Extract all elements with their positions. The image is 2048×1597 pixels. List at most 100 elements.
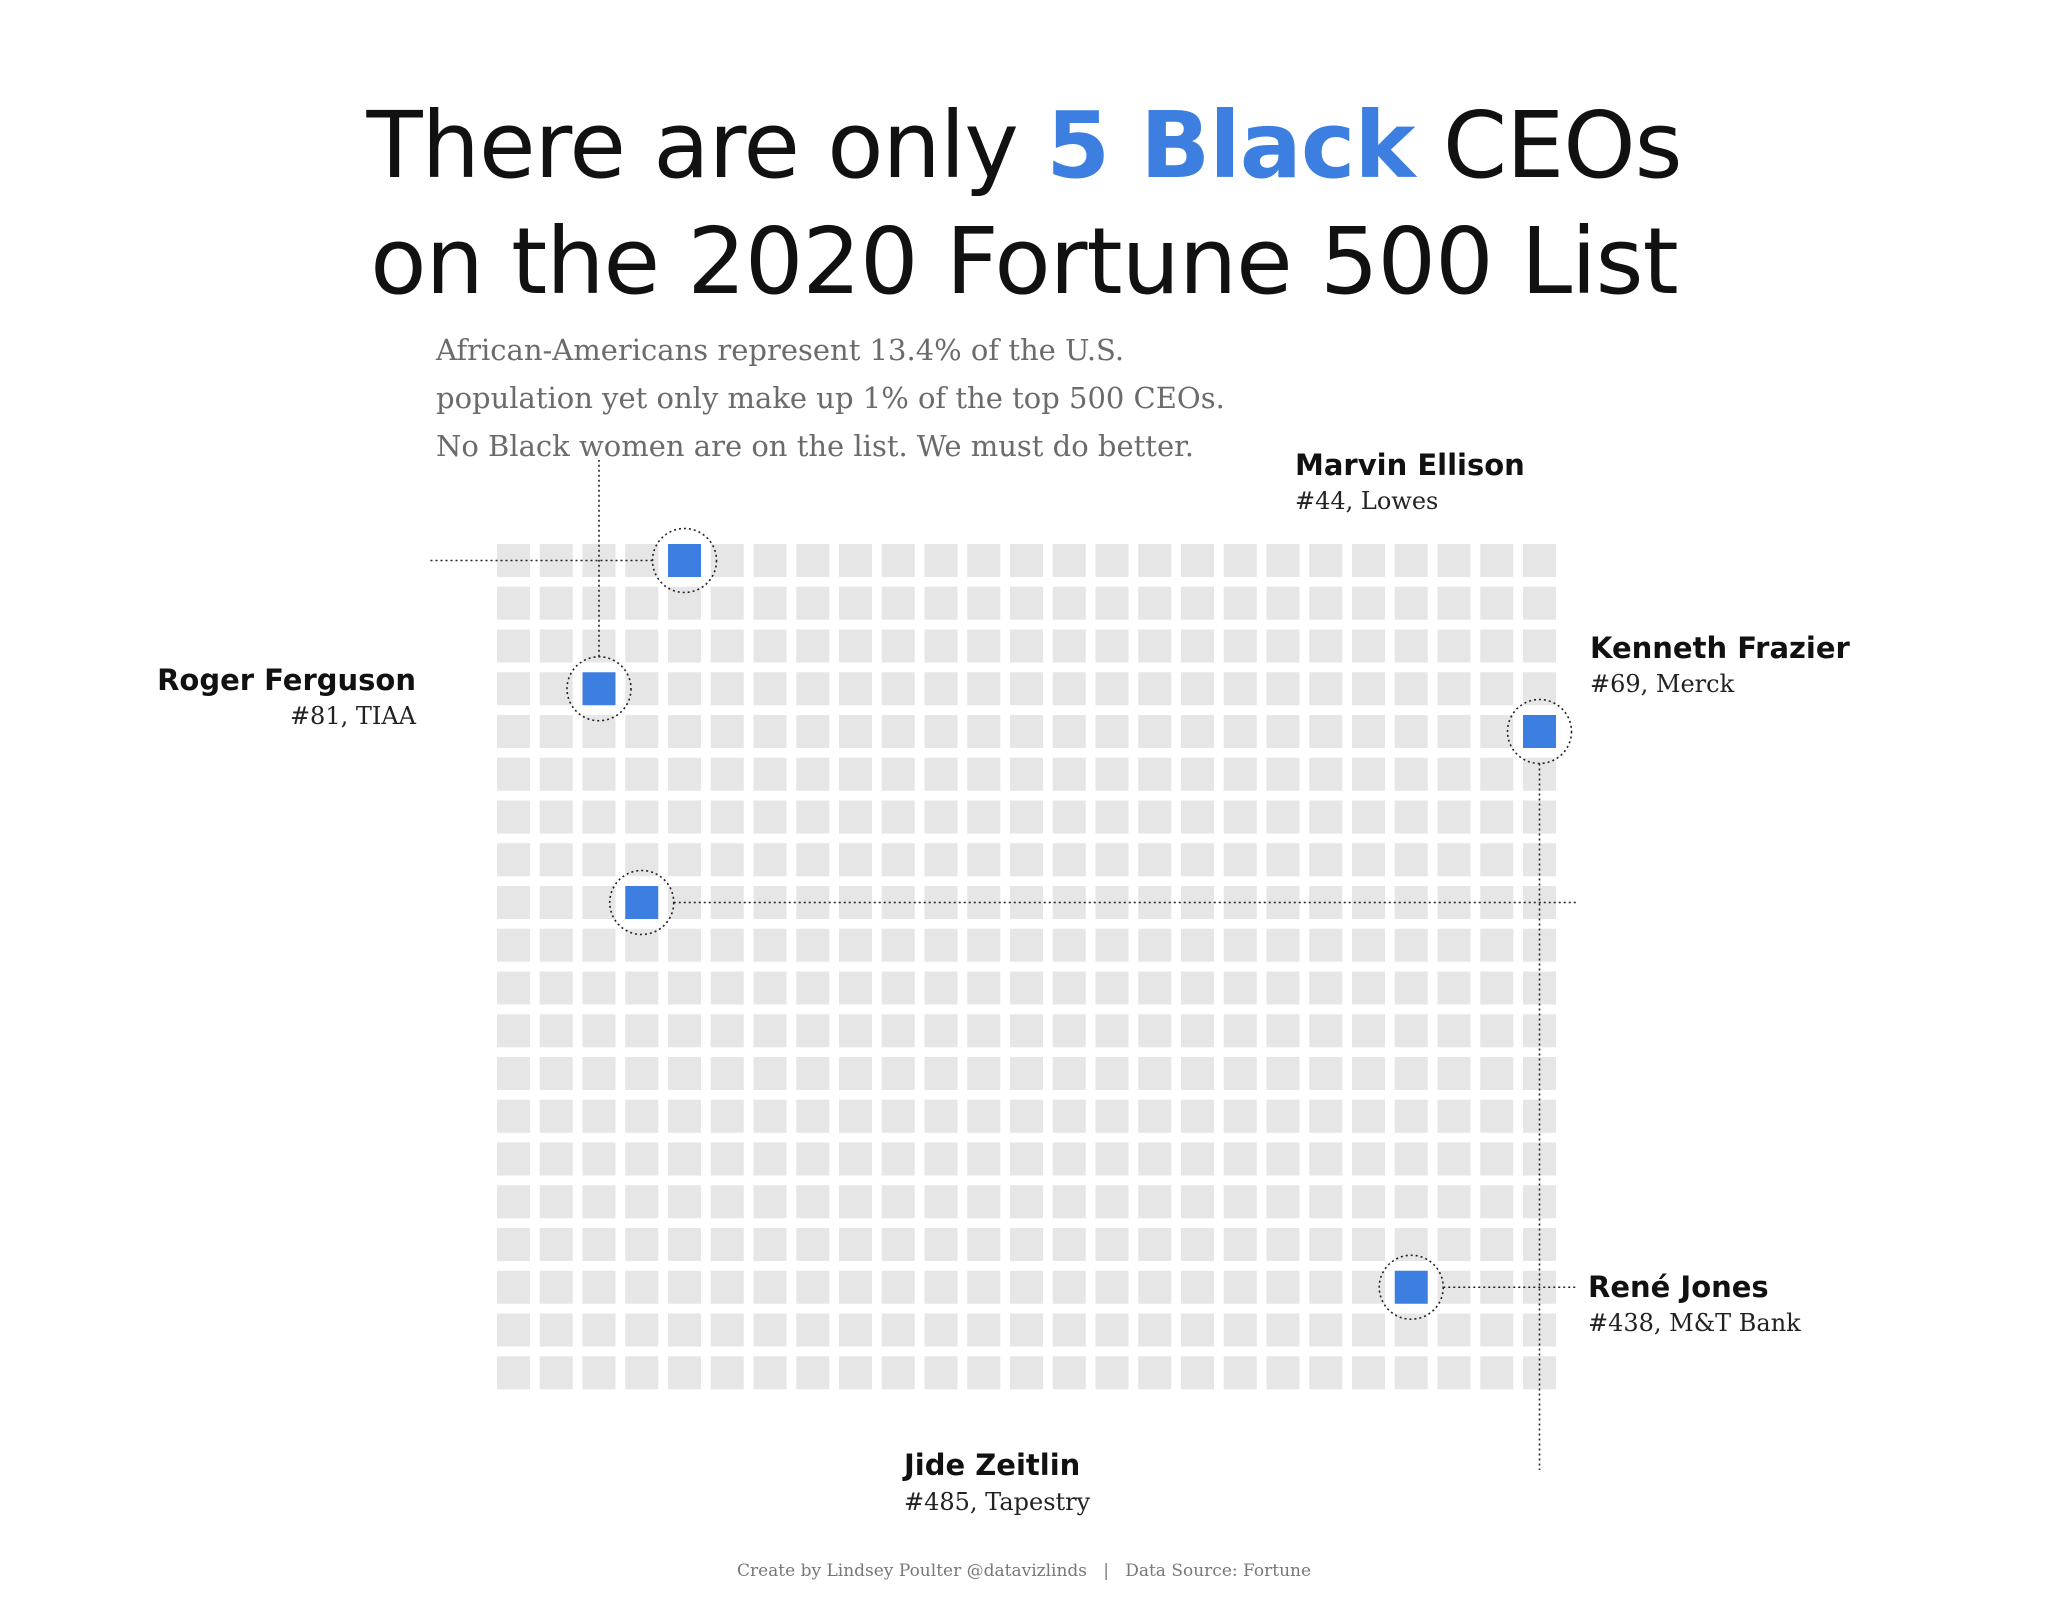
waffle-cell [1181, 843, 1214, 877]
waffle-cell [497, 843, 530, 877]
waffle-cell [1480, 1356, 1514, 1390]
waffle-cell [796, 800, 830, 834]
waffle-cell [497, 800, 530, 834]
annotation-detail: #69, Merck [1590, 670, 1735, 698]
waffle-cell [1052, 1057, 1086, 1090]
waffle-cell [582, 1057, 616, 1090]
waffle-cell [796, 672, 830, 706]
waffle-cell [1181, 1356, 1214, 1390]
waffle-cell [710, 1057, 744, 1090]
waffle-cell [1095, 1185, 1129, 1219]
waffle-cell [1010, 1014, 1043, 1048]
waffle-cell [881, 757, 915, 791]
waffle-cell [497, 586, 530, 620]
annotation-name: Marvin Ellison [1295, 448, 1525, 482]
waffle-cell [710, 672, 744, 706]
waffle-cell [625, 1270, 659, 1304]
waffle-cell [1095, 672, 1129, 706]
waffle-cell [1437, 1014, 1471, 1048]
waffle-cell [1352, 1142, 1385, 1176]
waffle-cell [753, 1228, 787, 1261]
waffle-cell [1138, 1099, 1172, 1133]
waffle-cell [1095, 1014, 1129, 1048]
waffle-cell [967, 1099, 1001, 1133]
waffle-cell [924, 586, 958, 620]
waffle-cell [967, 843, 1001, 877]
waffle-cell [796, 1099, 830, 1133]
waffle-cell [710, 1270, 744, 1304]
waffle-cell [1138, 544, 1172, 577]
waffle-cell [1309, 715, 1343, 748]
waffle-cell [1138, 715, 1172, 748]
waffle-cell [1181, 800, 1214, 834]
waffle-cell [881, 971, 915, 1005]
waffle-cell [753, 843, 787, 877]
waffle-cell [1052, 1313, 1086, 1347]
waffle-cell [924, 629, 958, 663]
waffle-cell [497, 1142, 530, 1176]
waffle-cell [1138, 1057, 1172, 1090]
waffle-cell [753, 1356, 787, 1390]
waffle-cell [1052, 1185, 1086, 1219]
waffle-cell [497, 672, 530, 706]
waffle-cell [796, 843, 830, 877]
waffle-cell [497, 1313, 530, 1347]
waffle-cell [710, 1185, 744, 1219]
waffle-cell [1181, 886, 1214, 919]
waffle-cell [497, 629, 530, 663]
waffle-cell [796, 1313, 830, 1347]
waffle-cell [1138, 1313, 1172, 1347]
waffle-cell [1223, 757, 1257, 791]
waffle-cell [1052, 672, 1086, 706]
waffle-cell [497, 1057, 530, 1090]
waffle-cell [881, 1356, 915, 1390]
waffle-cell [497, 971, 530, 1005]
waffle-cell [796, 629, 830, 663]
waffle-cell [1223, 1185, 1257, 1219]
waffle-cell [1309, 800, 1343, 834]
waffle-cell [1095, 971, 1129, 1005]
waffle-cell [753, 1313, 787, 1347]
waffle-cell [1181, 1142, 1214, 1176]
waffle-cell [839, 629, 872, 663]
waffle-cell [1352, 672, 1385, 706]
waffle-cell [1437, 586, 1471, 620]
waffle-cell [1480, 971, 1514, 1005]
waffle-cell [1138, 1014, 1172, 1048]
annotation-name: René Jones [1588, 1270, 1769, 1304]
waffle-cell [1480, 1270, 1514, 1304]
waffle-cell [1523, 544, 1556, 577]
chart-title: There are only 5 Black CEOs on the 2020 … [0, 88, 2048, 320]
waffle-cell [1480, 1142, 1514, 1176]
waffle-cell [1138, 1228, 1172, 1261]
waffle-cell [539, 1185, 573, 1219]
waffle-cell [710, 886, 744, 919]
waffle-cell [1394, 800, 1428, 834]
waffle-cell [924, 1014, 958, 1048]
waffle-cell [753, 1057, 787, 1090]
waffle-cell [839, 1057, 872, 1090]
waffle-cell [1437, 800, 1471, 834]
waffle-cell [625, 1313, 659, 1347]
waffle-cell [1437, 757, 1471, 791]
waffle-cell [582, 1014, 616, 1048]
waffle-cell [1394, 1057, 1428, 1090]
waffle-cell [1437, 971, 1471, 1005]
waffle-cell [1480, 672, 1514, 706]
waffle-cell [1266, 1142, 1300, 1176]
waffle-cell [668, 1014, 701, 1048]
waffle-cell [1394, 544, 1428, 577]
waffle-cell [924, 1142, 958, 1176]
waffle-cell [539, 1313, 573, 1347]
waffle-cell [1181, 1185, 1214, 1219]
waffle-cell [753, 544, 787, 577]
waffle-cell [1437, 1356, 1471, 1390]
waffle-cell [1010, 1228, 1043, 1261]
chart-subtitle: African-Americans represent 13.4% of the… [436, 326, 1296, 470]
waffle-cell [1437, 1099, 1471, 1133]
footer-separator: | [1103, 1561, 1109, 1581]
waffle-cell [710, 971, 744, 1005]
waffle-cell [1309, 1014, 1343, 1048]
waffle-cell [839, 544, 872, 577]
waffle-cell [1010, 1099, 1043, 1133]
